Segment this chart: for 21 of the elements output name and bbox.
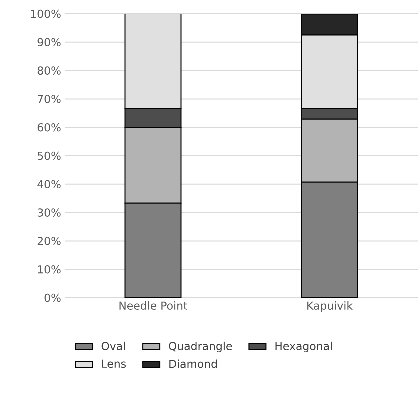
bar (124, 202, 182, 298)
y-tick-label: 10% (38, 265, 61, 274)
y-tick-label: 40% (38, 180, 61, 189)
y-tick-label: 20% (38, 237, 61, 246)
y-tick-label: 50% (38, 152, 61, 160)
y-tick-label: 100% (31, 10, 61, 18)
y-tick-label: 0% (44, 294, 61, 302)
y-tick-label: 30% (38, 208, 61, 217)
legend-label: Lens (102, 360, 126, 368)
legend-label: Hexagonal (276, 342, 332, 353)
legend-label: Quadrangle (169, 342, 232, 353)
x-tick-label: Needle Point (120, 302, 188, 310)
y-tick-label: 60% (38, 123, 61, 132)
bar (301, 34, 358, 110)
y-tick-label: 70% (38, 95, 61, 104)
x-tick-label: Kapuivik (308, 302, 354, 312)
bar (301, 182, 358, 298)
legend-label: Diamond (170, 360, 218, 368)
y-tick-label: 80% (38, 66, 61, 75)
y-tick-label: 90% (38, 38, 61, 47)
legend-label: Oval (102, 342, 126, 350)
